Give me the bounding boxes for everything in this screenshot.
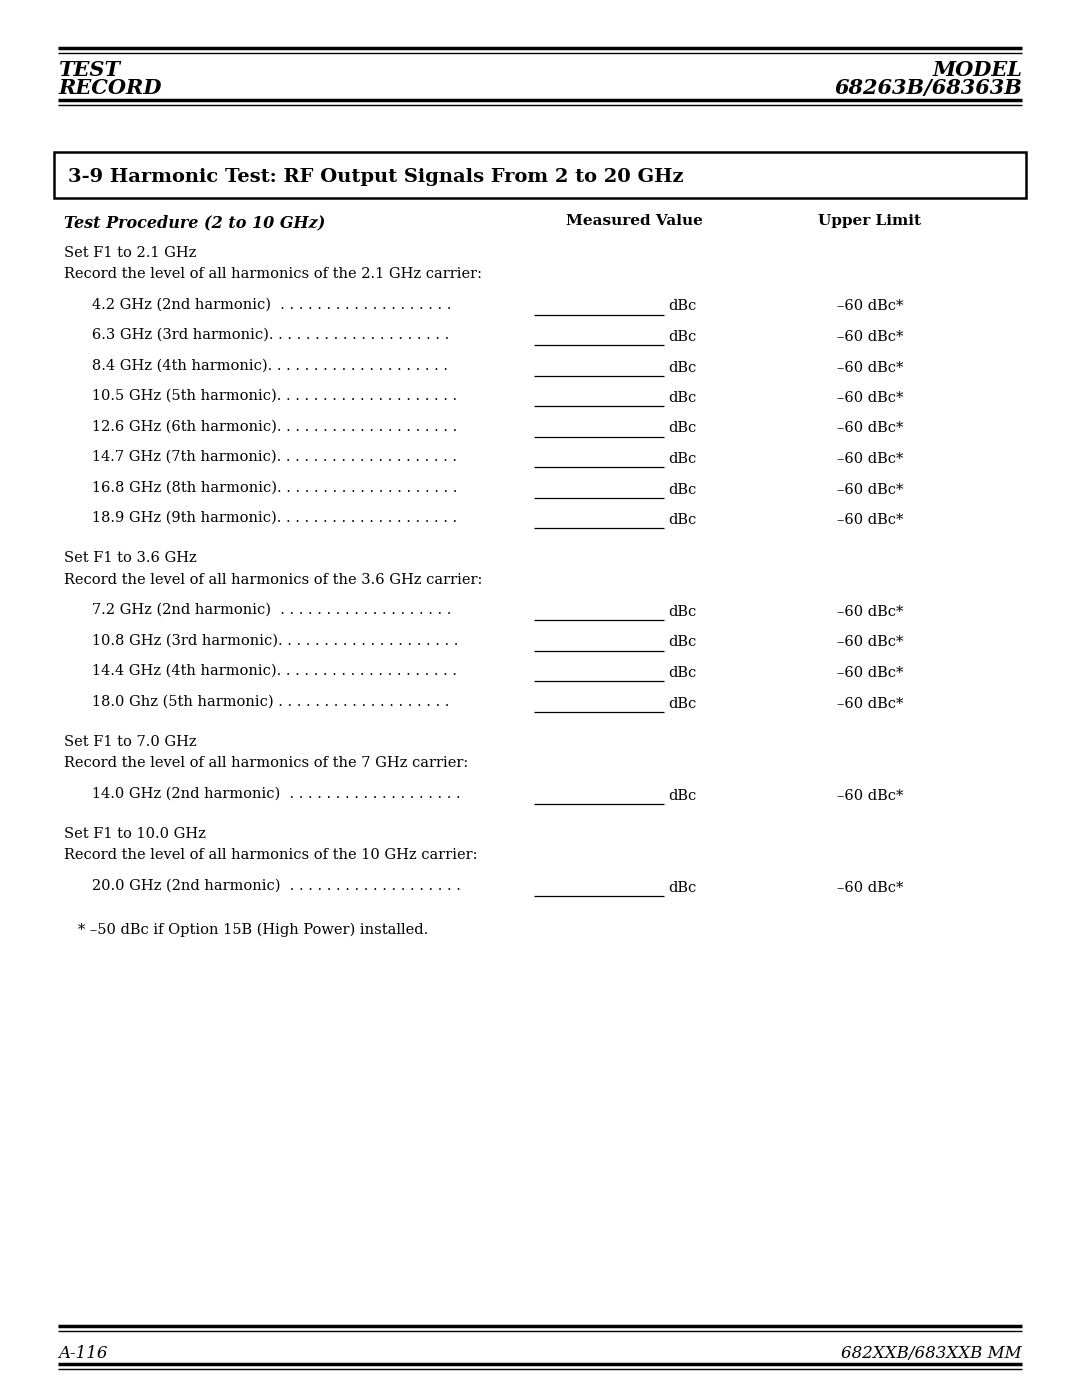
Text: dBc: dBc [669, 330, 697, 344]
Text: dBc: dBc [669, 605, 697, 619]
Text: Set F1 to 3.6 GHz: Set F1 to 3.6 GHz [64, 552, 197, 566]
Text: TEST: TEST [58, 60, 120, 80]
Text: 14.4 GHz (4th harmonic). . . . . . . . . . . . . . . . . . . .: 14.4 GHz (4th harmonic). . . . . . . . .… [78, 664, 457, 678]
Text: Record the level of all harmonics of the 10 GHz carrier:: Record the level of all harmonics of the… [64, 848, 477, 862]
Text: –60 dBc*: –60 dBc* [837, 880, 903, 894]
Text: –60 dBc*: –60 dBc* [837, 391, 903, 405]
Text: 18.9 GHz (9th harmonic). . . . . . . . . . . . . . . . . . . .: 18.9 GHz (9th harmonic). . . . . . . . .… [78, 511, 457, 525]
Text: * –50 dBc if Option 15B (High Power) installed.: * –50 dBc if Option 15B (High Power) ins… [64, 923, 429, 937]
Text: –60 dBc*: –60 dBc* [837, 513, 903, 527]
Text: –60 dBc*: –60 dBc* [837, 666, 903, 680]
Text: 68263B/68363B: 68263B/68363B [834, 78, 1022, 98]
Text: Set F1 to 10.0 GHz: Set F1 to 10.0 GHz [64, 827, 206, 841]
Text: 14.7 GHz (7th harmonic). . . . . . . . . . . . . . . . . . . .: 14.7 GHz (7th harmonic). . . . . . . . .… [78, 450, 457, 464]
Text: RECORD: RECORD [58, 78, 162, 98]
Text: –60 dBc*: –60 dBc* [837, 482, 903, 496]
Text: Test Procedure (2 to 10 GHz): Test Procedure (2 to 10 GHz) [64, 214, 325, 231]
Text: dBc: dBc [669, 880, 697, 894]
Text: dBc: dBc [669, 697, 697, 711]
Text: 7.2 GHz (2nd harmonic)  . . . . . . . . . . . . . . . . . . .: 7.2 GHz (2nd harmonic) . . . . . . . . .… [78, 604, 451, 617]
Text: –60 dBc*: –60 dBc* [837, 360, 903, 374]
Text: dBc: dBc [669, 513, 697, 527]
Text: 3-9 Harmonic Test: RF Output Signals From 2 to 20 GHz: 3-9 Harmonic Test: RF Output Signals Fro… [68, 168, 684, 186]
Text: –60 dBc*: –60 dBc* [837, 697, 903, 711]
Text: 6.3 GHz (3rd harmonic). . . . . . . . . . . . . . . . . . . .: 6.3 GHz (3rd harmonic). . . . . . . . . … [78, 328, 449, 342]
Text: dBc: dBc [669, 788, 697, 802]
Text: dBc: dBc [669, 360, 697, 374]
Text: Measured Value: Measured Value [566, 214, 702, 228]
Text: Record the level of all harmonics of the 2.1 GHz carrier:: Record the level of all harmonics of the… [64, 267, 482, 281]
Text: Record the level of all harmonics of the 7 GHz carrier:: Record the level of all harmonics of the… [64, 756, 469, 770]
Text: –60 dBc*: –60 dBc* [837, 453, 903, 467]
Text: –60 dBc*: –60 dBc* [837, 299, 903, 313]
Text: Record the level of all harmonics of the 3.6 GHz carrier:: Record the level of all harmonics of the… [64, 573, 483, 587]
Text: 16.8 GHz (8th harmonic). . . . . . . . . . . . . . . . . . . .: 16.8 GHz (8th harmonic). . . . . . . . .… [78, 481, 457, 495]
Text: –60 dBc*: –60 dBc* [837, 605, 903, 619]
Text: Upper Limit: Upper Limit [819, 214, 921, 228]
Text: 4.2 GHz (2nd harmonic)  . . . . . . . . . . . . . . . . . . .: 4.2 GHz (2nd harmonic) . . . . . . . . .… [78, 298, 451, 312]
Text: dBc: dBc [669, 453, 697, 467]
Text: 20.0 GHz (2nd harmonic)  . . . . . . . . . . . . . . . . . . .: 20.0 GHz (2nd harmonic) . . . . . . . . … [78, 879, 461, 893]
Text: 14.0 GHz (2nd harmonic)  . . . . . . . . . . . . . . . . . . .: 14.0 GHz (2nd harmonic) . . . . . . . . … [78, 787, 461, 800]
Text: 682XXB/683XXB MM: 682XXB/683XXB MM [841, 1345, 1022, 1362]
Text: dBc: dBc [669, 422, 697, 436]
Text: –60 dBc*: –60 dBc* [837, 636, 903, 650]
Text: Set F1 to 2.1 GHz: Set F1 to 2.1 GHz [64, 246, 197, 260]
Text: –60 dBc*: –60 dBc* [837, 788, 903, 802]
Text: dBc: dBc [669, 482, 697, 496]
Text: –60 dBc*: –60 dBc* [837, 330, 903, 344]
Text: 10.5 GHz (5th harmonic). . . . . . . . . . . . . . . . . . . .: 10.5 GHz (5th harmonic). . . . . . . . .… [78, 388, 457, 402]
Text: –60 dBc*: –60 dBc* [837, 422, 903, 436]
Text: dBc: dBc [669, 299, 697, 313]
Text: 8.4 GHz (4th harmonic). . . . . . . . . . . . . . . . . . . .: 8.4 GHz (4th harmonic). . . . . . . . . … [78, 359, 448, 373]
Text: dBc: dBc [669, 391, 697, 405]
Text: dBc: dBc [669, 666, 697, 680]
Text: Set F1 to 7.0 GHz: Set F1 to 7.0 GHz [64, 735, 197, 749]
Text: 12.6 GHz (6th harmonic). . . . . . . . . . . . . . . . . . . .: 12.6 GHz (6th harmonic). . . . . . . . .… [78, 419, 457, 433]
Text: MODEL: MODEL [932, 60, 1022, 80]
Text: 10.8 GHz (3rd harmonic). . . . . . . . . . . . . . . . . . . .: 10.8 GHz (3rd harmonic). . . . . . . . .… [78, 633, 458, 647]
Text: dBc: dBc [669, 636, 697, 650]
Text: 18.0 Ghz (5th harmonic) . . . . . . . . . . . . . . . . . . .: 18.0 Ghz (5th harmonic) . . . . . . . . … [78, 694, 449, 708]
Text: A-116: A-116 [58, 1345, 108, 1362]
Bar [54, 152, 1026, 198]
